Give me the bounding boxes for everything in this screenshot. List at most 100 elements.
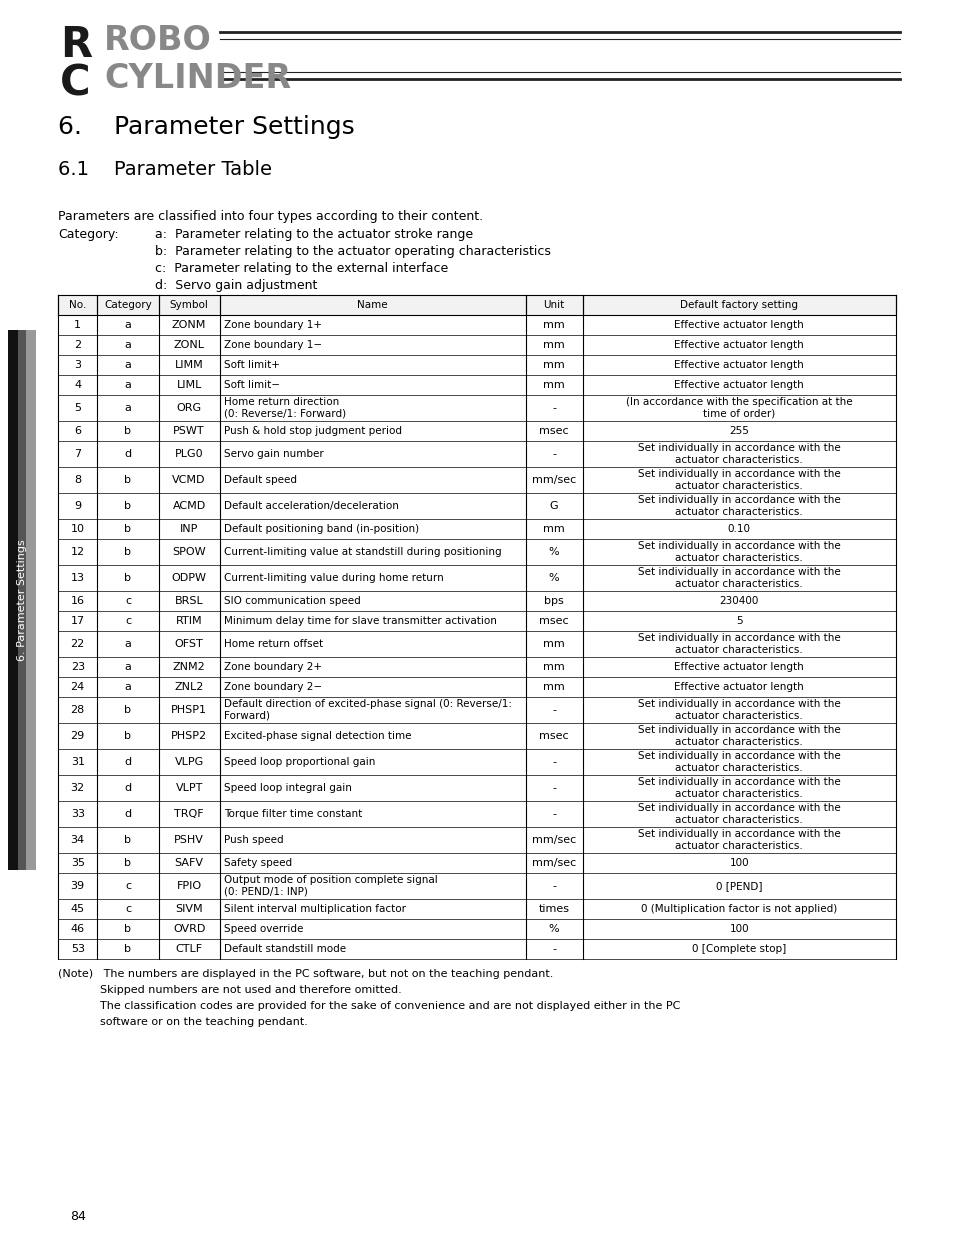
Text: Effective actuator length: Effective actuator length bbox=[674, 380, 803, 390]
Text: SAFV: SAFV bbox=[174, 858, 203, 868]
Text: mm: mm bbox=[542, 682, 564, 692]
Text: CYLINDER: CYLINDER bbox=[104, 62, 291, 95]
Text: Speed loop integral gain: Speed loop integral gain bbox=[224, 783, 352, 793]
Text: 10: 10 bbox=[71, 524, 85, 534]
Text: -: - bbox=[552, 403, 556, 412]
Bar bbox=[8, 330, 18, 869]
Text: 0 [Complete stop]: 0 [Complete stop] bbox=[692, 944, 785, 953]
Text: 23: 23 bbox=[71, 662, 85, 672]
Text: d:  Servo gain adjustment: d: Servo gain adjustment bbox=[154, 279, 317, 291]
Text: b: b bbox=[124, 426, 132, 436]
Text: times: times bbox=[538, 904, 569, 914]
Text: a: a bbox=[125, 682, 132, 692]
Text: msec: msec bbox=[538, 731, 568, 741]
Text: mm: mm bbox=[542, 359, 564, 370]
Text: Excited-phase signal detection time: Excited-phase signal detection time bbox=[224, 731, 411, 741]
Text: b: b bbox=[124, 705, 132, 715]
Text: software or on the teaching pendant.: software or on the teaching pendant. bbox=[58, 1016, 308, 1028]
Text: Effective actuator length: Effective actuator length bbox=[674, 340, 803, 350]
Text: mm/sec: mm/sec bbox=[532, 835, 576, 845]
Text: %: % bbox=[548, 547, 558, 557]
Text: SIO communication speed: SIO communication speed bbox=[224, 597, 360, 606]
Text: 100: 100 bbox=[729, 924, 748, 934]
Text: Set individually in accordance with the
actuator characteristics.: Set individually in accordance with the … bbox=[638, 634, 840, 655]
Text: 35: 35 bbox=[71, 858, 85, 868]
Text: msec: msec bbox=[538, 616, 568, 626]
Text: d: d bbox=[124, 809, 132, 819]
Text: c: c bbox=[125, 904, 131, 914]
Text: Effective actuator length: Effective actuator length bbox=[674, 682, 803, 692]
Text: ZONM: ZONM bbox=[172, 320, 206, 330]
Text: b: b bbox=[124, 501, 132, 511]
Text: ODPW: ODPW bbox=[172, 573, 207, 583]
Text: Silent interval multiplication factor: Silent interval multiplication factor bbox=[224, 904, 405, 914]
Text: c: c bbox=[125, 597, 131, 606]
Text: b: b bbox=[124, 944, 132, 953]
Text: G: G bbox=[549, 501, 558, 511]
Text: 3: 3 bbox=[74, 359, 81, 370]
Text: Set individually in accordance with the
actuator characteristics.: Set individually in accordance with the … bbox=[638, 777, 840, 799]
Text: Push speed: Push speed bbox=[224, 835, 283, 845]
Text: 13: 13 bbox=[71, 573, 85, 583]
Text: ORG: ORG bbox=[176, 403, 201, 412]
Text: Set individually in accordance with the
actuator characteristics.: Set individually in accordance with the … bbox=[638, 803, 840, 825]
Text: Default standstill mode: Default standstill mode bbox=[224, 944, 346, 953]
Text: %: % bbox=[548, 573, 558, 583]
Text: ZNL2: ZNL2 bbox=[174, 682, 204, 692]
Text: 6.1    Parameter Table: 6.1 Parameter Table bbox=[58, 161, 272, 179]
Text: Torque filter time constant: Torque filter time constant bbox=[224, 809, 361, 819]
Text: 53: 53 bbox=[71, 944, 85, 953]
Text: (In accordance with the specification at the
time of order): (In accordance with the specification at… bbox=[625, 396, 852, 419]
Text: LIML: LIML bbox=[176, 380, 202, 390]
Text: mm: mm bbox=[542, 320, 564, 330]
Text: 17: 17 bbox=[71, 616, 85, 626]
Text: Parameters are classified into four types according to their content.: Parameters are classified into four type… bbox=[58, 210, 482, 224]
Text: 1: 1 bbox=[74, 320, 81, 330]
Text: Zone boundary 1+: Zone boundary 1+ bbox=[224, 320, 321, 330]
Text: R: R bbox=[60, 23, 92, 65]
Text: Zone boundary 1−: Zone boundary 1− bbox=[224, 340, 321, 350]
Text: a: a bbox=[125, 638, 132, 650]
Text: mm: mm bbox=[542, 380, 564, 390]
Text: Default acceleration/deceleration: Default acceleration/deceleration bbox=[224, 501, 398, 511]
Text: C: C bbox=[60, 62, 91, 104]
Text: Soft limit−: Soft limit− bbox=[224, 380, 279, 390]
Text: Current-limiting value during home return: Current-limiting value during home retur… bbox=[224, 573, 443, 583]
Text: a: a bbox=[125, 320, 132, 330]
Bar bbox=[18, 330, 26, 869]
Text: PHSP2: PHSP2 bbox=[171, 731, 207, 741]
Text: Default direction of excited-phase signal (0: Reverse/1:
Forward): Default direction of excited-phase signa… bbox=[224, 699, 511, 721]
Text: 39: 39 bbox=[71, 881, 85, 890]
Text: b: b bbox=[124, 731, 132, 741]
Text: Unit: Unit bbox=[543, 300, 564, 310]
Text: c: c bbox=[125, 881, 131, 890]
Text: PSHV: PSHV bbox=[174, 835, 204, 845]
Text: b: b bbox=[124, 547, 132, 557]
Text: 84: 84 bbox=[70, 1210, 86, 1223]
Text: PSWT: PSWT bbox=[173, 426, 205, 436]
Text: -: - bbox=[552, 705, 556, 715]
Text: OFST: OFST bbox=[174, 638, 203, 650]
Text: mm: mm bbox=[542, 662, 564, 672]
Text: 100: 100 bbox=[729, 858, 748, 868]
Text: Default speed: Default speed bbox=[224, 475, 296, 485]
Text: Skipped numbers are not used and therefore omitted.: Skipped numbers are not used and therefo… bbox=[58, 986, 401, 995]
Text: b: b bbox=[124, 924, 132, 934]
Text: Set individually in accordance with the
actuator characteristics.: Set individually in accordance with the … bbox=[638, 751, 840, 773]
Text: c: c bbox=[125, 616, 131, 626]
Text: OVRD: OVRD bbox=[172, 924, 205, 934]
Text: %: % bbox=[548, 924, 558, 934]
Text: a: a bbox=[125, 359, 132, 370]
Text: b: b bbox=[124, 858, 132, 868]
Text: Set individually in accordance with the
actuator characteristics.: Set individually in accordance with the … bbox=[638, 567, 840, 589]
Text: VLPG: VLPG bbox=[174, 757, 204, 767]
Text: d: d bbox=[124, 757, 132, 767]
Bar bbox=[26, 330, 36, 869]
Text: 6: 6 bbox=[74, 426, 81, 436]
Text: b: b bbox=[124, 835, 132, 845]
Text: mm/sec: mm/sec bbox=[532, 475, 576, 485]
Text: Name: Name bbox=[357, 300, 388, 310]
Text: a: a bbox=[125, 403, 132, 412]
Text: d: d bbox=[124, 450, 132, 459]
Text: Set individually in accordance with the
actuator characteristics.: Set individually in accordance with the … bbox=[638, 469, 840, 492]
